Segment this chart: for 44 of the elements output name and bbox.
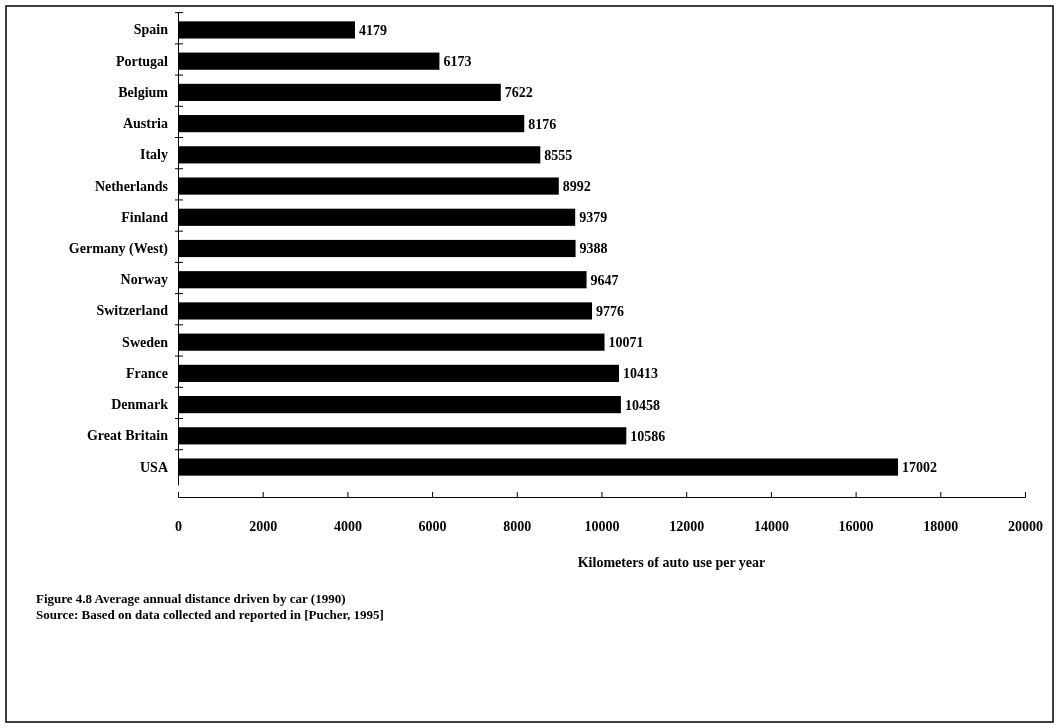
y-tick-label: Sweden bbox=[122, 334, 169, 350]
x-tick-label: 16000 bbox=[838, 518, 874, 534]
y-tick-label: Netherlands bbox=[94, 178, 169, 194]
caption: Figure 4.8 Average annual distance driven by car (1990) bbox=[36, 591, 346, 606]
data-label: 9379 bbox=[579, 210, 608, 226]
x-tick-label: 14000 bbox=[753, 518, 789, 534]
data-label: 10071 bbox=[608, 335, 644, 351]
source-note: Source: Based on data collected and reported in [Pucher, 1995] bbox=[36, 607, 384, 622]
y-tick-label: USA bbox=[139, 459, 169, 475]
x-tick-label: 18000 bbox=[923, 518, 959, 534]
data-label: 4179 bbox=[358, 22, 387, 38]
x-tick-label: 10000 bbox=[584, 518, 620, 534]
x-tick-label: 2000 bbox=[249, 518, 278, 534]
y-tick-label: Spain bbox=[133, 22, 169, 38]
x-tick-label: 4000 bbox=[333, 518, 362, 534]
y-tick-label: Denmark bbox=[111, 397, 169, 413]
data-label: 9388 bbox=[579, 241, 608, 257]
x-tick-label: 20000 bbox=[1008, 518, 1043, 534]
x-axis-title: Kilometers of auto use per year bbox=[577, 555, 766, 570]
x-tick-label: 8000 bbox=[503, 518, 532, 534]
y-tick-label: Germany (West) bbox=[68, 240, 169, 257]
data-label: 6173 bbox=[443, 54, 472, 70]
data-label: 17002 bbox=[902, 459, 938, 475]
x-tick-label: 0 bbox=[175, 518, 182, 534]
y-tick-label: Belgium bbox=[118, 84, 169, 100]
y-tick-label: Italy bbox=[140, 147, 168, 163]
data-label: 9647 bbox=[590, 272, 619, 288]
data-label: 8176 bbox=[528, 116, 557, 132]
data-label: 10413 bbox=[622, 366, 658, 382]
y-tick-label: Austria bbox=[122, 116, 168, 132]
x-tick-label: 6000 bbox=[418, 518, 447, 534]
y-tick-label: Norway bbox=[120, 272, 168, 288]
data-label: 8555 bbox=[544, 147, 573, 163]
y-tick-label: Switzerland bbox=[96, 303, 169, 319]
data-label: 10586 bbox=[630, 428, 666, 444]
y-tick-label: France bbox=[126, 365, 168, 381]
data-label: 10458 bbox=[624, 397, 660, 413]
y-tick-label: Portugal bbox=[115, 53, 169, 69]
x-tick-label: 12000 bbox=[669, 518, 705, 534]
y-tick-label: Great Britain bbox=[86, 428, 169, 444]
data-label: 8992 bbox=[562, 178, 591, 194]
data-label: 7622 bbox=[504, 85, 533, 101]
data-label: 9776 bbox=[596, 303, 625, 319]
y-tick-label: Finland bbox=[121, 209, 169, 225]
